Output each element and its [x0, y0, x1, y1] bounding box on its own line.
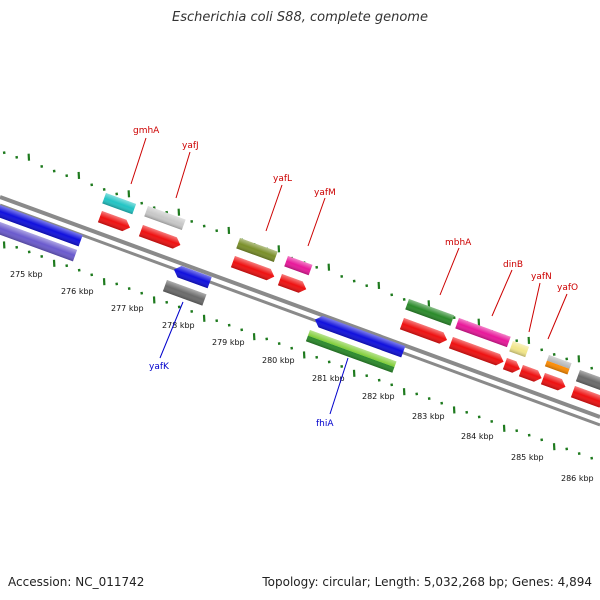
gene-yafL[interactable] — [236, 238, 278, 263]
orf-arrow[interactable] — [230, 256, 276, 282]
gene-label-yafO[interactable]: yafO — [557, 283, 578, 293]
leader-lines — [130, 137, 568, 415]
orf-arrow[interactable] — [97, 211, 132, 233]
kbp-label: 281 kbp — [312, 374, 345, 383]
gene-yafJ[interactable] — [144, 206, 186, 231]
kbp-label: 277 kbp — [111, 304, 144, 313]
orf-arrow[interactable] — [518, 365, 544, 384]
orf-arrow[interactable] — [540, 373, 568, 392]
gene-yafO[interactable] — [544, 355, 572, 375]
genome-summary-text: Topology: circular; Length: 5,032,268 bp… — [262, 575, 592, 589]
kbp-label: 278 kbp — [162, 321, 195, 330]
orf-arrow[interactable] — [570, 386, 600, 410]
gene-dinB[interactable] — [455, 318, 511, 348]
gene-left-blue[interactable] — [0, 205, 83, 247]
leader-dinB — [491, 269, 513, 317]
reverse-genes — [0, 205, 406, 373]
leader-yafL — [265, 184, 283, 232]
kbp-label: 282 kbp — [362, 392, 395, 401]
forward-genes — [102, 193, 600, 392]
backbone-line-top — [0, 195, 600, 419]
orf-arrow[interactable] — [138, 225, 183, 251]
leader-yafN — [528, 282, 541, 333]
gene-label-mbhA[interactable]: mbhA — [445, 238, 472, 248]
leader-yafJ — [175, 151, 191, 199]
kbp-label: 286 kbp — [561, 474, 594, 483]
gene-left-purple[interactable] — [0, 222, 78, 262]
kbp-labels: 275 kbp 276 kbp 277 kbp 278 kbp 279 kbp … — [10, 270, 594, 483]
orf-arrow[interactable] — [399, 318, 449, 346]
orf-arrow[interactable] — [277, 274, 308, 295]
gene-yafK[interactable] — [172, 264, 212, 289]
gene-label-yafK[interactable]: yafK — [149, 362, 170, 372]
accession-text: Accession: NC_011742 — [8, 575, 145, 589]
leader-yafM — [307, 197, 326, 247]
gene-label-yafM[interactable]: yafM — [314, 188, 336, 198]
gene-fhiA-blue[interactable] — [313, 314, 406, 358]
gene-gmhA[interactable] — [102, 193, 137, 215]
gene-yafM[interactable] — [284, 256, 313, 276]
gene-fhiA[interactable] — [305, 330, 397, 373]
orf-arrow[interactable] — [448, 337, 506, 367]
leader-mbhA — [439, 247, 460, 296]
kbp-label: 284 kbp — [461, 432, 494, 441]
leader-gmhA — [130, 137, 147, 185]
leader-yafO — [547, 293, 568, 340]
leader-fhiA — [329, 357, 349, 415]
kbp-label: 280 kbp — [262, 356, 295, 365]
leader-yafK — [159, 301, 184, 359]
gene-labels: gmhA yafJ yafL yafM mbhA dinB yafN yafO … — [133, 126, 578, 429]
kbp-label: 285 kbp — [511, 453, 544, 462]
map-title: Escherichia coli S88, complete genome — [172, 10, 428, 25]
gene-unlabeled-right[interactable] — [575, 370, 600, 392]
gene-label-yafL[interactable]: yafL — [273, 174, 292, 184]
gene-label-yafJ[interactable]: yafJ — [182, 141, 199, 151]
backbone-line-bottom — [0, 203, 600, 427]
kbp-label: 283 kbp — [412, 412, 445, 421]
gene-label-gmhA[interactable]: gmhA — [133, 126, 160, 136]
gene-label-dinB[interactable]: dinB — [503, 260, 523, 270]
forward-orfs — [97, 211, 600, 410]
orf-arrow[interactable] — [502, 358, 522, 375]
gene-mbhA[interactable] — [405, 299, 455, 326]
gene-label-fhiA[interactable]: fhiA — [316, 419, 334, 429]
gene-yafK-grey[interactable] — [162, 280, 207, 306]
lower-tick-track — [2, 241, 594, 460]
kbp-label: 275 kbp — [10, 270, 43, 279]
kbp-label: 279 kbp — [212, 338, 245, 347]
gene-label-yafN[interactable]: yafN — [531, 272, 552, 282]
gene-yafN[interactable] — [509, 341, 529, 358]
kbp-label: 276 kbp — [61, 287, 94, 296]
